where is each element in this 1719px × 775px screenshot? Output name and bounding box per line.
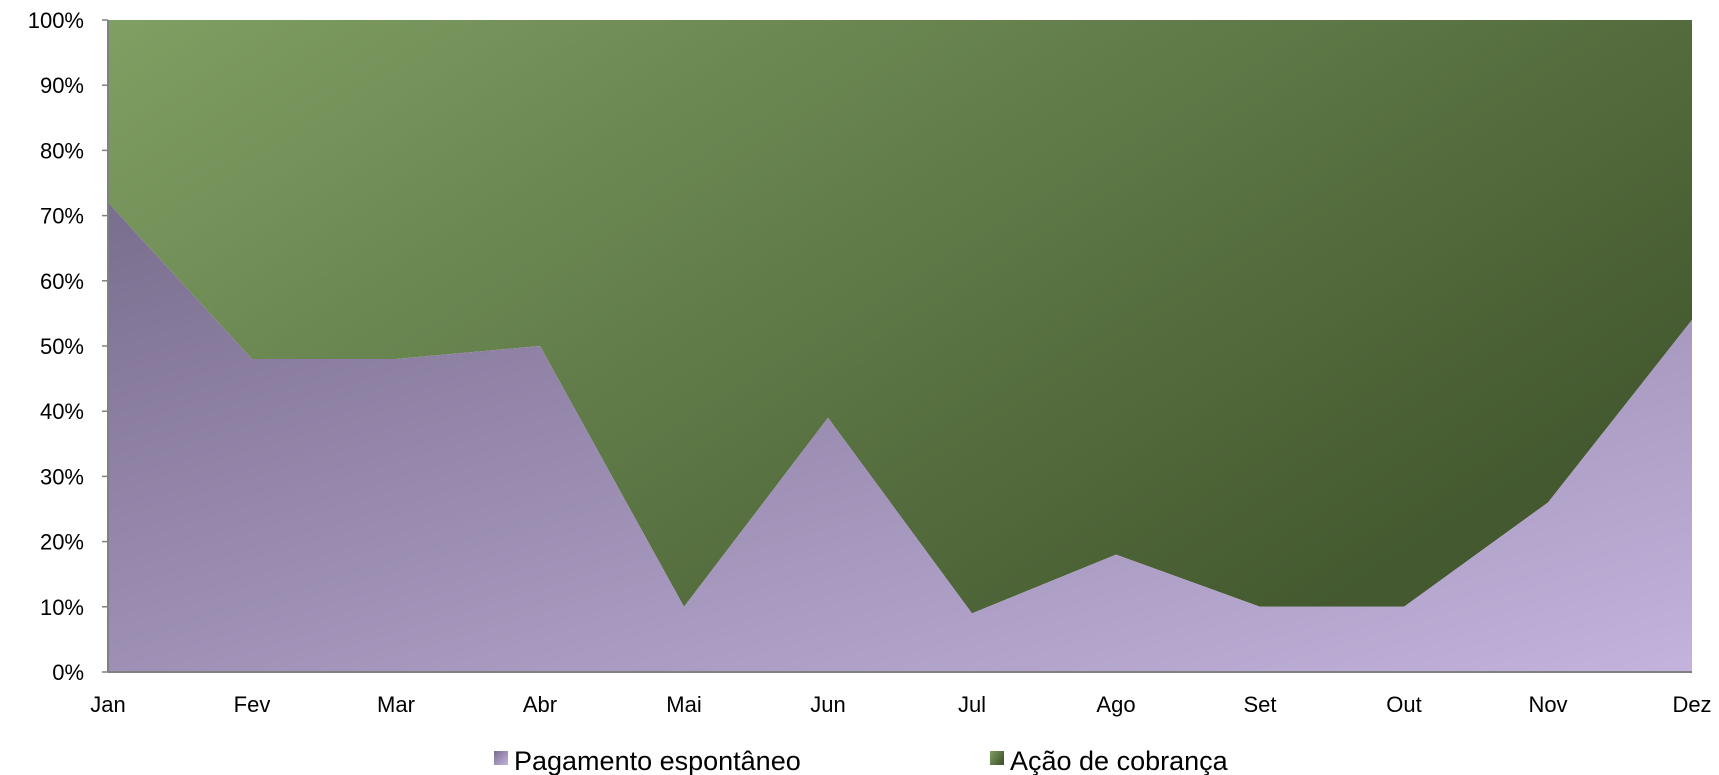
legend-swatch xyxy=(990,751,1004,765)
y-tick-label: 0% xyxy=(52,660,84,685)
y-tick-label: 70% xyxy=(40,204,84,229)
x-tick-label: Abr xyxy=(523,692,557,717)
plot-area xyxy=(108,20,1692,672)
y-tick-label: 60% xyxy=(40,269,84,294)
x-tick-label: Dez xyxy=(1672,692,1711,717)
legend: Pagamento espontâneo Ação de cobrança xyxy=(494,746,1229,775)
x-tick-label: Ago xyxy=(1096,692,1135,717)
x-tick-label: Set xyxy=(1243,692,1276,717)
y-tick-label: 90% xyxy=(40,73,84,98)
x-tick-label: Jun xyxy=(810,692,845,717)
legend-label: Ação de cobrança xyxy=(1010,746,1229,775)
y-tick-label: 30% xyxy=(40,464,84,489)
y-tick-label: 50% xyxy=(40,334,84,359)
series-area-acao-de-cobranca xyxy=(108,20,1692,614)
axes: 0% 10% 20% 30% 40% 50% 60% 70% 80% 90% 100% Jan Fev M… xyxy=(28,8,1712,717)
legend-swatch xyxy=(494,751,508,765)
x-tick-label: Mar xyxy=(377,692,415,717)
x-tick-label: Jul xyxy=(958,692,986,717)
series-area-pagamento-espontaneo xyxy=(108,202,1692,672)
x-tick-label: Out xyxy=(1386,692,1421,717)
y-tick-label: 100% xyxy=(28,8,84,33)
x-tick-label: Mai xyxy=(666,692,701,717)
x-tick-label: Nov xyxy=(1528,692,1567,717)
x-tick-label: Fev xyxy=(234,692,271,717)
x-tick-label: Jan xyxy=(90,692,125,717)
y-tick-label: 80% xyxy=(40,138,84,163)
y-tick-label: 10% xyxy=(40,595,84,620)
y-tick-label: 40% xyxy=(40,399,84,424)
legend-label: Pagamento espontâneo xyxy=(514,746,801,775)
y-tick-label: 20% xyxy=(40,530,84,555)
